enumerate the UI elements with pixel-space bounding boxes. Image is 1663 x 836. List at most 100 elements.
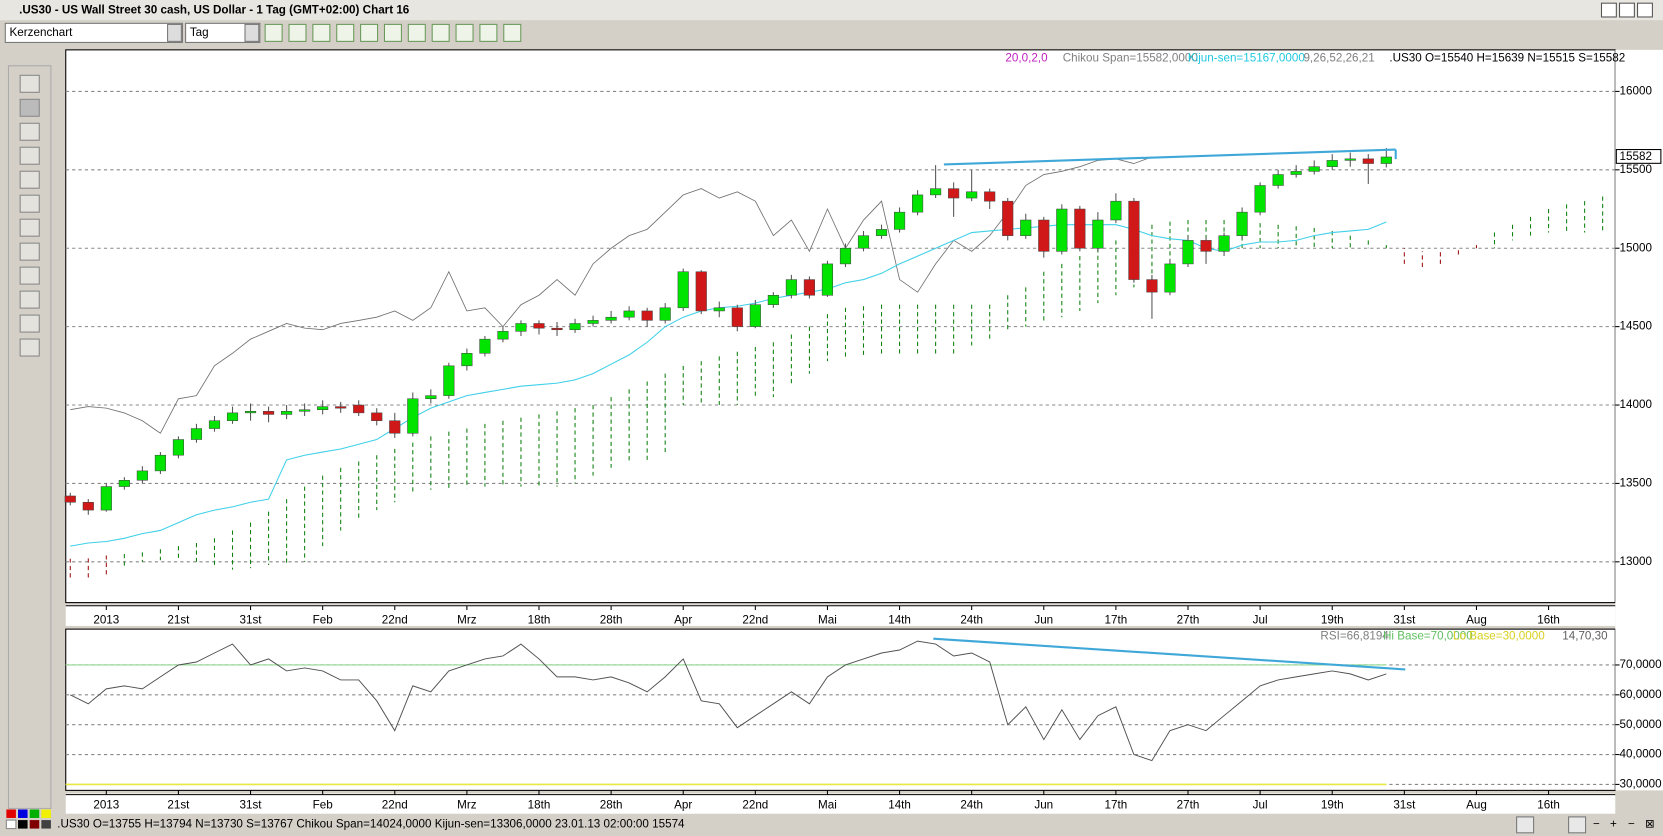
tool-button[interactable] (19, 98, 40, 117)
candle-body (353, 404, 365, 414)
candle-body (966, 191, 978, 199)
toolbar-button[interactable] (431, 23, 450, 42)
x-tick-label: 24th (960, 798, 983, 811)
tool-button[interactable] (19, 314, 40, 333)
swatch[interactable] (18, 820, 28, 829)
x-tick-label: 31st (1393, 798, 1416, 811)
candle-body (371, 412, 383, 421)
toolbar-button[interactable] (264, 23, 283, 42)
tool-button[interactable] (19, 74, 40, 93)
tool-button[interactable] (19, 170, 40, 189)
period-select[interactable] (185, 22, 261, 43)
candle-body (930, 188, 942, 196)
y-tick-label: 13500 (1620, 477, 1653, 490)
tool-button[interactable] (19, 218, 40, 237)
candle-body (479, 338, 491, 354)
x-tick-label: 24th (960, 614, 983, 627)
swatch[interactable] (6, 809, 16, 818)
tool-button[interactable] (19, 146, 40, 165)
scroll-left[interactable] (1516, 816, 1535, 834)
candle-body (857, 235, 870, 249)
candle-body (767, 294, 779, 305)
trend-line (943, 148, 1396, 166)
candle-body (172, 439, 185, 456)
tool-button[interactable] (19, 338, 40, 357)
tool-button[interactable] (19, 290, 40, 309)
legend-hi: Hi Base=70,0000 (1383, 630, 1473, 643)
tool-button[interactable] (19, 242, 40, 261)
legend-params2: 9,26,52,26,21 (1303, 51, 1374, 64)
candle-body (1110, 200, 1122, 221)
dropdown-button[interactable] (244, 23, 260, 42)
x-tick-label: 22nd (382, 614, 408, 627)
candle-body (1344, 158, 1356, 161)
candle-body (912, 194, 924, 213)
value-axis-bg (1615, 49, 1663, 791)
swatch[interactable] (41, 809, 51, 818)
candle-body (641, 310, 653, 321)
window-controls[interactable] (1600, 2, 1653, 18)
toolbar-button[interactable] (312, 23, 331, 42)
toolbar-button[interactable] (336, 23, 355, 42)
color-palette[interactable] (5, 809, 51, 830)
close[interactable] (1637, 2, 1653, 18)
swatch[interactable] (29, 809, 40, 818)
swatch[interactable] (18, 809, 28, 818)
toolbar-button[interactable] (479, 23, 498, 42)
toolbar-button[interactable] (383, 23, 402, 42)
x-tick-label: 22nd (742, 798, 768, 811)
tool-button[interactable] (19, 122, 40, 141)
x-tick-label: Aug (1466, 798, 1487, 811)
candle-body (1236, 211, 1248, 236)
chikou-line (70, 156, 1153, 434)
zoom-reset[interactable]: − (1628, 817, 1635, 830)
swatch[interactable] (41, 820, 51, 829)
tool-button[interactable] (19, 266, 40, 285)
candle-body (551, 327, 563, 331)
zoom-out[interactable]: − (1593, 817, 1600, 830)
toolbar-button[interactable] (288, 23, 307, 42)
x-tick-label: Mrz (457, 798, 477, 811)
candle-body (569, 323, 581, 331)
left-toolbar (7, 65, 52, 809)
x-tick-label: 27th (1177, 798, 1200, 811)
candle-body (263, 411, 275, 415)
x-tick-label: 16th (1537, 798, 1560, 811)
maximize[interactable] (1618, 2, 1635, 18)
minimize[interactable] (1600, 2, 1617, 18)
candle-body (1020, 219, 1032, 236)
legend-kijun: Kijun-sen=15167,0000 (1188, 51, 1305, 64)
candle-body (1164, 263, 1176, 293)
candle-body (244, 411, 257, 414)
scroll-right[interactable] (1568, 816, 1587, 834)
candle-body (299, 409, 311, 412)
dropdown-button[interactable] (167, 23, 182, 42)
price-marker-label: 15582 (1620, 150, 1652, 163)
window-title: .US30 - US Wall Street 30 cash, US Dolla… (19, 4, 410, 17)
scroll-controls[interactable]: − + − ⊠ (1516, 816, 1655, 834)
date-axis-bg (65, 793, 1616, 814)
candle-body (1362, 158, 1374, 164)
toolbar-button[interactable] (455, 23, 474, 42)
zoom-in[interactable]: + (1610, 817, 1617, 830)
swatch[interactable] (5, 819, 17, 830)
period-value: Tag (190, 26, 209, 39)
price-panel (65, 49, 1616, 604)
candle-body (984, 191, 996, 202)
fit[interactable]: ⊠ (1645, 817, 1655, 830)
x-tick-label: Apr (674, 614, 692, 627)
candle-body (839, 247, 852, 265)
x-tick-label: 28th (600, 798, 623, 811)
toolbar-button[interactable] (407, 23, 426, 42)
y-tick-label: 15000 (1620, 241, 1653, 254)
chart-style-select[interactable] (4, 22, 183, 43)
candle-body (605, 316, 617, 321)
candle-body (425, 395, 437, 400)
candle-body (515, 323, 527, 332)
toolbar-button[interactable] (360, 23, 379, 42)
tool-button[interactable] (19, 194, 40, 213)
y-tick-label: 60,0000 (1620, 688, 1663, 701)
y-tick-label: 13000 (1620, 555, 1653, 568)
toolbar-button[interactable] (503, 23, 522, 42)
swatch[interactable] (29, 820, 40, 829)
